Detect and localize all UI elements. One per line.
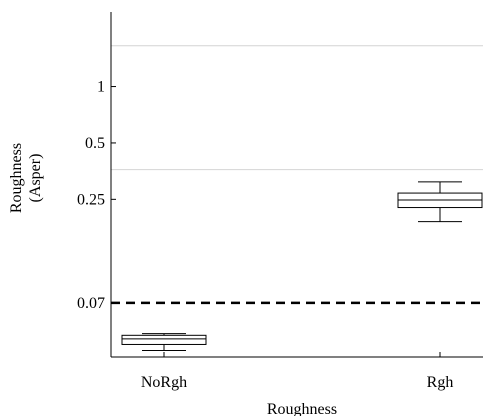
x-tick-label-NoRgh: NoRgh bbox=[141, 374, 187, 391]
x-axis-title: Roughness bbox=[267, 401, 337, 416]
y-tick-label-1: 0.25 bbox=[77, 191, 105, 208]
y-axis-title: Roughness (Asper) bbox=[8, 143, 44, 213]
y-tick-label-3: 1 bbox=[97, 79, 105, 96]
y-axis-title-line-2: (Asper) bbox=[27, 154, 44, 203]
y-axis-title-line-1: Roughness bbox=[8, 143, 25, 213]
y-tick-label-2: 0.5 bbox=[85, 135, 105, 152]
box-norgh bbox=[121, 334, 207, 345]
plot-area: 0.07 0.25 0.5 1 NoRgh Rgh bbox=[77, 12, 483, 391]
x-tick-label-Rgh: Rgh bbox=[427, 374, 454, 391]
y-tick-label-0: 0.07 bbox=[77, 295, 105, 312]
